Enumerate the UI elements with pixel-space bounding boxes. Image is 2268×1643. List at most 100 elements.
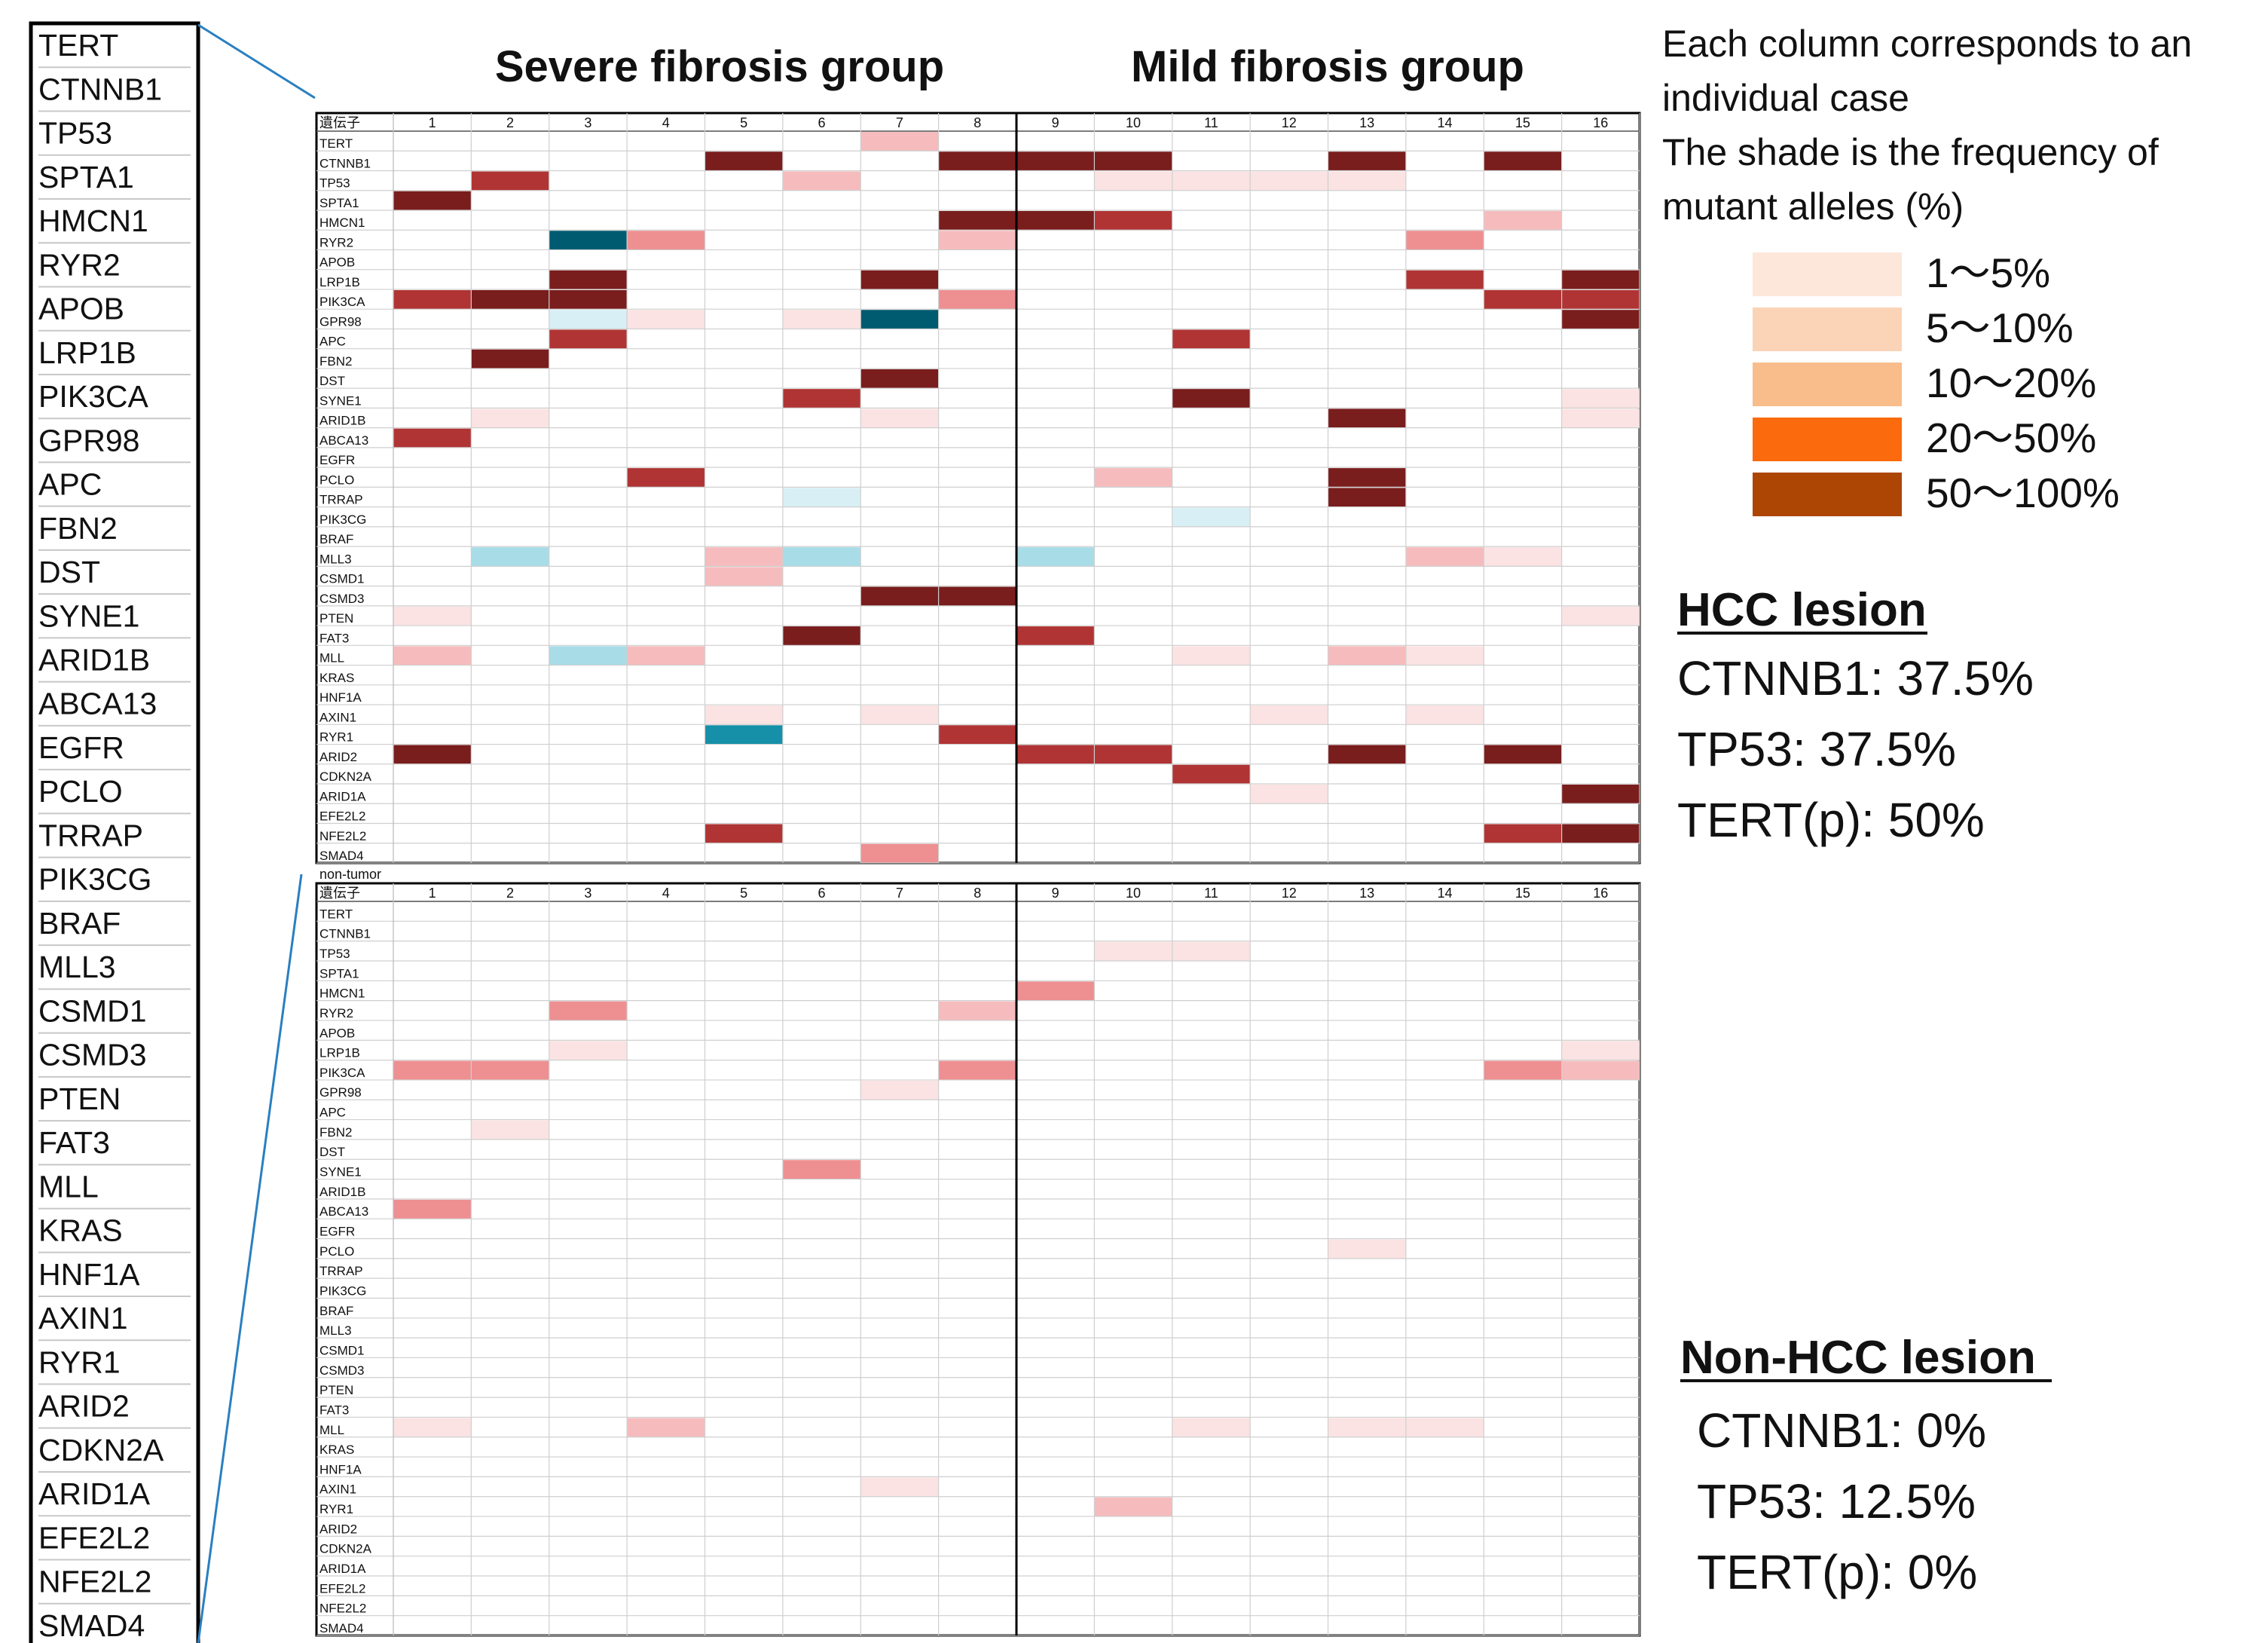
legend-intro-line: mutant alleles (%) bbox=[1662, 185, 1964, 228]
gene-list-item-hnf1a: HNF1A bbox=[38, 1257, 140, 1292]
case-number-4: 4 bbox=[662, 115, 670, 130]
cell-ctnnb1-case-9 bbox=[1016, 151, 1094, 170]
row-label-ryr1: RYR1 bbox=[319, 730, 353, 745]
row-label-pten: PTEN bbox=[319, 1383, 353, 1397]
row-label-syne1: SYNE1 bbox=[319, 1165, 362, 1179]
gene-list-item-arid1b: ARID1B bbox=[38, 643, 150, 678]
cell-gpr98-case-6 bbox=[783, 310, 860, 329]
cell-mll3-case-6 bbox=[783, 547, 860, 566]
cell-mll3-case-14 bbox=[1406, 547, 1484, 566]
cell-ryr1-case-10 bbox=[1094, 1498, 1172, 1516]
case-number-7: 7 bbox=[896, 886, 903, 901]
case-number-12: 12 bbox=[1282, 886, 1297, 901]
case-number-10: 10 bbox=[1126, 115, 1141, 130]
gene-list-item-tert: TERT bbox=[38, 28, 118, 63]
cell-tp53-case-6 bbox=[783, 171, 860, 190]
row-label-ryr1: RYR1 bbox=[319, 1502, 353, 1516]
row-label-dst: DST bbox=[319, 374, 345, 388]
cell-hmcn1-case-9 bbox=[1016, 981, 1094, 1000]
cell-mll-case-13 bbox=[1328, 646, 1406, 665]
row-label-pik3cg: PIK3CG bbox=[319, 1283, 366, 1298]
non-hcc-summary-title: Non-HCC lesion bbox=[1680, 1332, 2036, 1384]
gene-list-item-abca13: ABCA13 bbox=[38, 687, 157, 721]
cell-syne1-case-16 bbox=[1562, 389, 1640, 408]
cell-syne1-case-6 bbox=[783, 1160, 860, 1179]
cell-mll-case-14 bbox=[1406, 646, 1484, 665]
row-label-axin1: AXIN1 bbox=[319, 710, 356, 724]
cell-pik3ca-case-8 bbox=[939, 290, 1016, 309]
row-label-arid1a: ARID1A bbox=[319, 1562, 366, 1576]
cell-pik3ca-case-1 bbox=[393, 1061, 471, 1080]
row-label-csmd3: CSMD3 bbox=[319, 592, 365, 606]
gene-list-item-kras: KRAS bbox=[38, 1213, 123, 1248]
hcc-summary: HCC lesion CTNNB1: 37.5% TP53: 37.5% TERT(p… bbox=[1677, 584, 2034, 847]
cell-pik3ca-case-8 bbox=[939, 1061, 1016, 1080]
cell-nfe2l2-case-15 bbox=[1484, 825, 1561, 843]
case-number-3: 3 bbox=[584, 115, 591, 130]
cell-pclo-case-13 bbox=[1328, 1240, 1406, 1259]
gene-list-item-ctnnb1: CTNNB1 bbox=[38, 72, 162, 106]
cell-pik3ca-case-15 bbox=[1484, 1061, 1561, 1080]
cell-tp53-case-13 bbox=[1328, 171, 1406, 190]
row-label-arid1b: ARID1B bbox=[319, 414, 365, 428]
gene-list-item-trrap: TRRAP bbox=[38, 818, 143, 852]
cell-trrap-case-6 bbox=[783, 488, 860, 506]
cell-dst-case-7 bbox=[860, 369, 938, 388]
gene-list-item-fat3: FAT3 bbox=[38, 1125, 110, 1160]
row-label-ryr2: RYR2 bbox=[319, 1006, 353, 1020]
cell-lrp1b-case-3 bbox=[549, 271, 627, 289]
cell-nfe2l2-case-16 bbox=[1562, 825, 1640, 843]
row-label-kras: KRAS bbox=[319, 671, 354, 685]
cell-mll-case-11 bbox=[1172, 1418, 1250, 1436]
case-number-16: 16 bbox=[1593, 886, 1608, 901]
row-label-tert: TERT bbox=[319, 136, 353, 151]
mutation-heatmap-figure: TERTCTNNB1TP53SPTA1HMCN1RYR2APOBLRP1BPIK… bbox=[0, 0, 2268, 1643]
summary-line-ctnnb1: CTNNB1: 0% bbox=[1697, 1403, 1986, 1458]
cell-pclo-case-4 bbox=[627, 468, 705, 487]
cell-mll-case-4 bbox=[627, 646, 705, 665]
row-label-egfr: EGFR bbox=[319, 453, 355, 467]
cell-gpr98-case-7 bbox=[860, 310, 938, 329]
case-number-5: 5 bbox=[740, 115, 747, 130]
non-hcc-summary: Non-HCC lesionCTNNB1: 0%TP53: 12.5%TERT(… bbox=[1680, 1332, 2052, 1599]
row-label-trrap: TRRAP bbox=[319, 1264, 363, 1278]
cell-gpr98-case-7 bbox=[860, 1081, 938, 1100]
cell-mll3-case-15 bbox=[1484, 547, 1561, 566]
legend-intro-line: The shade is the frequency of bbox=[1662, 131, 2159, 173]
cell-mll-case-11 bbox=[1172, 646, 1250, 665]
cell-pik3ca-case-2 bbox=[471, 290, 549, 309]
legend-swatch-1 bbox=[1753, 252, 1902, 296]
case-number-2: 2 bbox=[506, 886, 514, 901]
gene-list-item-ryr2: RYR2 bbox=[38, 247, 121, 282]
cell-lrp1b-case-16 bbox=[1562, 1041, 1640, 1060]
row-label-trrap: TRRAP bbox=[319, 493, 363, 507]
cell-gpr98-case-16 bbox=[1562, 310, 1640, 329]
case-number-5: 5 bbox=[740, 886, 747, 901]
row-label-efe2l2: EFE2L2 bbox=[319, 809, 365, 824]
row-label-arid1b: ARID1B bbox=[319, 1185, 365, 1199]
case-number-14: 14 bbox=[1438, 115, 1453, 130]
gene-list-item-apc: APC bbox=[38, 467, 102, 502]
summary-line-ctnnb1: CTNNB1: 37.5% bbox=[1677, 651, 2034, 705]
cell-ryr2-case-14 bbox=[1406, 231, 1484, 249]
cell-mll3-case-5 bbox=[705, 547, 783, 566]
cell-hmcn1-case-9 bbox=[1016, 211, 1094, 230]
row-label-cdkn2a: CDKN2A bbox=[319, 769, 372, 784]
group-titles: Severe fibrosis group Mild fibrosis group bbox=[495, 42, 1524, 91]
cell-pten-case-16 bbox=[1562, 607, 1640, 626]
row-label-syne1: SYNE1 bbox=[319, 393, 362, 408]
case-number-10: 10 bbox=[1126, 886, 1141, 901]
gene-list-item-hmcn1: HMCN1 bbox=[38, 203, 148, 238]
row-label-pik3ca: PIK3CA bbox=[319, 295, 365, 309]
cell-ryr2-case-3 bbox=[549, 1002, 627, 1020]
row-label-ctnnb1: CTNNB1 bbox=[319, 927, 371, 941]
cell-mll3-case-2 bbox=[471, 547, 549, 566]
cell-hmcn1-case-10 bbox=[1094, 211, 1172, 230]
heatmap-frame bbox=[316, 883, 1640, 1635]
row-label-mll3: MLL3 bbox=[319, 1323, 352, 1338]
legend-swatch-4 bbox=[1753, 418, 1902, 461]
gene-list-item-pten: PTEN bbox=[38, 1082, 121, 1116]
gene-list-item-csmd3: CSMD3 bbox=[38, 1038, 147, 1072]
gene-list-item-apob: APOB bbox=[38, 292, 124, 326]
cell-tp53-case-2 bbox=[471, 171, 549, 190]
